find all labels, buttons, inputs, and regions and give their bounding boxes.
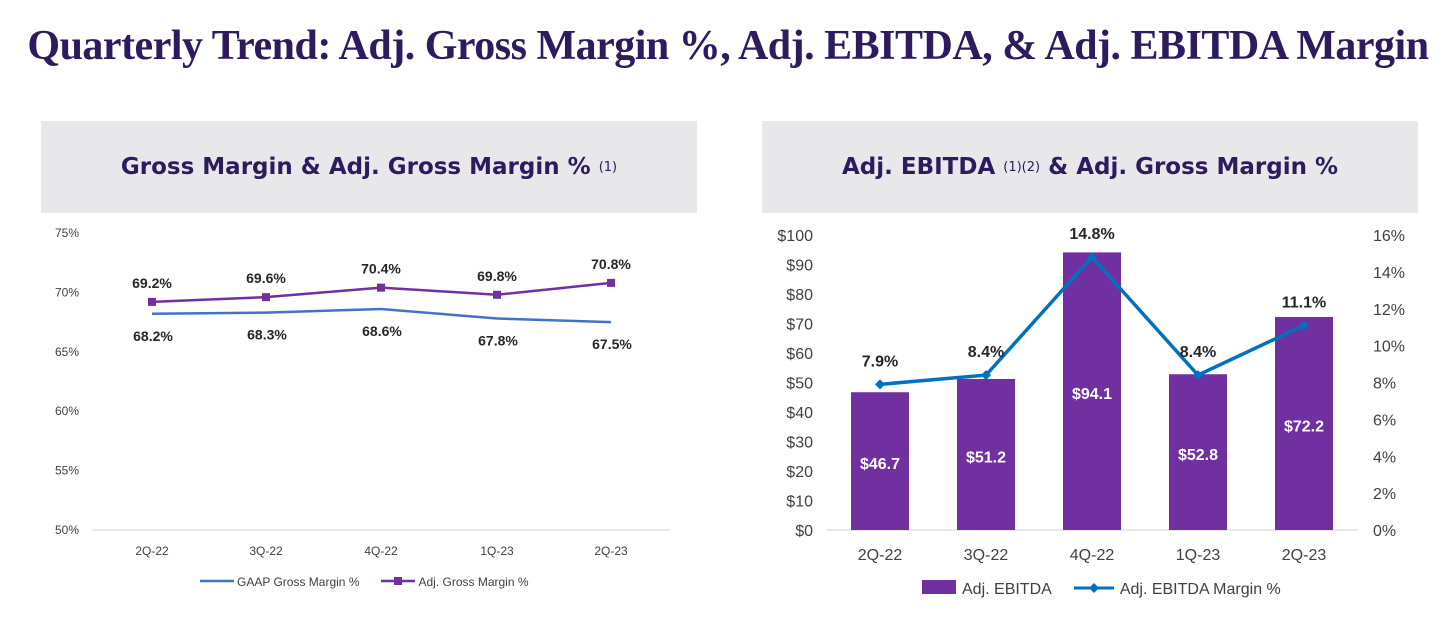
right-x-tick-label: 2Q-22 [858, 547, 903, 564]
right-y2-tick-label: 6% [1373, 412, 1396, 429]
gaap-gross-margin-data-label: 67.8% [478, 333, 518, 349]
adj-gross-margin-point [377, 283, 385, 292]
right-y2-tick-label: 10% [1373, 339, 1405, 356]
left-x-tick-label: 4Q-22 [364, 544, 398, 558]
adj-ebitda-bar [1169, 374, 1227, 530]
legend-label: GAAP Gross Margin % [237, 575, 360, 589]
adj-gross-margin-data-label: 70.8% [591, 256, 631, 272]
right-y-tick-label: $100 [777, 228, 813, 245]
adj-ebitda-bar [1063, 252, 1121, 530]
adj-ebitda-margin-data-label: 8.4% [1180, 344, 1216, 361]
adj-ebitda-margin-point [1087, 252, 1097, 263]
gaap-gross-margin-data-label: 68.3% [247, 327, 287, 343]
right-x-tick-label: 2Q-23 [1282, 547, 1327, 564]
right-y2-tick-label: 14% [1373, 265, 1405, 282]
adj-ebitda-margin-point [1193, 370, 1203, 381]
adj-ebitda-data-label: $51.2 [966, 449, 1006, 466]
adj-gross-margin-data-label: 69.2% [132, 275, 172, 291]
left-y-tick-label: 65% [55, 345, 79, 359]
right-y2-tick-label: 0% [1373, 523, 1396, 540]
adj-gross-margin-point [262, 293, 270, 302]
adj-ebitda-data-label: $72.2 [1284, 419, 1324, 436]
right-y-tick-label: $50 [786, 376, 813, 393]
adj-ebitda-bar [851, 392, 909, 530]
adj-ebitda-margin-point [1299, 320, 1309, 331]
right-y-tick-label: $0 [795, 523, 813, 540]
left-y-tick-label: 50% [55, 523, 79, 537]
left-panel-footnote: (1) [598, 159, 618, 175]
right-panel-title-part2: & Adj. Gross Margin % [1048, 154, 1339, 180]
legend-swatch [1073, 581, 1120, 599]
legend-swatch [200, 575, 237, 589]
right-y-tick-label: $80 [786, 287, 813, 304]
left-y-tick-label: 70% [55, 285, 79, 299]
right-y-tick-label: $40 [786, 405, 813, 422]
adj-gross-margin-data-label: 69.6% [246, 270, 286, 286]
gaap-gross-margin-data-label: 67.5% [592, 336, 632, 352]
right-y2-tick-label: 8% [1373, 376, 1396, 393]
right-y-tick-label: $20 [786, 464, 813, 481]
gaap-gross-margin-line [151, 307, 612, 324]
adj-gross-margin-point [607, 278, 615, 287]
adj-ebitda-margin-data-label: 14.8% [1069, 226, 1114, 243]
adj-ebitda-margin-data-label: 11.1% [1282, 294, 1326, 311]
gaap-gross-margin-data-label: 68.2% [133, 328, 173, 344]
legend-label: Adj. EBITDA [962, 580, 1052, 598]
right-y-tick-label: $90 [786, 258, 813, 275]
left-y-tick-label: 75% [55, 226, 79, 240]
right-y2-tick-label: 16% [1373, 228, 1405, 245]
right-y-tick-label: $30 [786, 435, 813, 452]
adj-ebitda-margin-data-label: 7.9% [862, 353, 898, 370]
legend-item: Adj. EBITDA [922, 580, 1052, 599]
adj-ebitda-margin-point [981, 370, 991, 381]
right-y-tick-label: $70 [786, 317, 813, 334]
left-panel-title: Gross Margin & Adj. Gross Margin % [120, 154, 591, 180]
adj-gross-margin-point [148, 297, 156, 306]
right-chart-legend: Adj. EBITDA Adj. EBITDA Margin % [922, 580, 1303, 599]
adj-ebitda-data-label: $52.8 [1178, 447, 1218, 464]
left-x-tick-label: 3Q-22 [249, 544, 283, 558]
adj-ebitda-bar [957, 378, 1015, 530]
adj-gross-margin-point [493, 290, 501, 299]
left-x-tick-label: 2Q-22 [135, 544, 169, 558]
adj-ebitda-data-label: $94.1 [1072, 386, 1112, 403]
left-x-tick-label: 2Q-23 [594, 544, 628, 558]
right-x-tick-label: 4Q-22 [1070, 547, 1115, 564]
right-y2-tick-label: 2% [1373, 486, 1396, 503]
legend-item: Adj. Gross Margin % [381, 575, 529, 589]
legend-label: Adj. Gross Margin % [418, 575, 529, 589]
right-y2-tick-label: 4% [1373, 449, 1396, 466]
adj-ebitda-margin-point [875, 379, 885, 390]
adj-gross-margin-data-label: 70.4% [361, 261, 401, 277]
right-y2-tick-label: 12% [1373, 302, 1405, 319]
left-y-tick-label: 55% [55, 464, 79, 478]
left-x-tick-label: 1Q-23 [480, 544, 514, 558]
adj-ebitda-data-label: $46.7 [860, 456, 900, 473]
right-y-tick-label: $60 [786, 346, 813, 363]
legend-item: Adj. EBITDA Margin % [1073, 580, 1281, 599]
right-panel-footnote: (1)(2) [1003, 159, 1041, 175]
legend-label: Adj. EBITDA Margin % [1119, 580, 1281, 598]
right-x-tick-label: 1Q-23 [1176, 547, 1221, 564]
legend-swatch [381, 575, 418, 589]
adj-ebitda-bar [1275, 317, 1333, 530]
left-panel-header: Gross Margin & Adj. Gross Margin % (1) [41, 121, 697, 213]
right-panel-title-part1: Adj. EBITDA [841, 154, 996, 180]
left-chart-legend: GAAP Gross Margin % Adj. Gross Margin % [200, 575, 551, 589]
left-y-tick-label: 60% [55, 404, 79, 418]
adj-ebitda-margin-data-label: 8.4% [968, 344, 1004, 361]
adj-gross-margin-data-label: 69.8% [477, 268, 517, 284]
legend-swatch [922, 580, 962, 599]
legend-item: GAAP Gross Margin % [200, 575, 359, 589]
page-title: Quarterly Trend: Adj. Gross Margin %, Ad… [27, 23, 1429, 69]
right-panel-header: Adj. EBITDA (1)(2) & Adj. Gross Margin % [762, 121, 1418, 213]
right-x-tick-label: 3Q-22 [964, 547, 1009, 564]
gaap-gross-margin-data-label: 68.6% [362, 323, 402, 339]
right-y-tick-label: $10 [786, 494, 813, 511]
